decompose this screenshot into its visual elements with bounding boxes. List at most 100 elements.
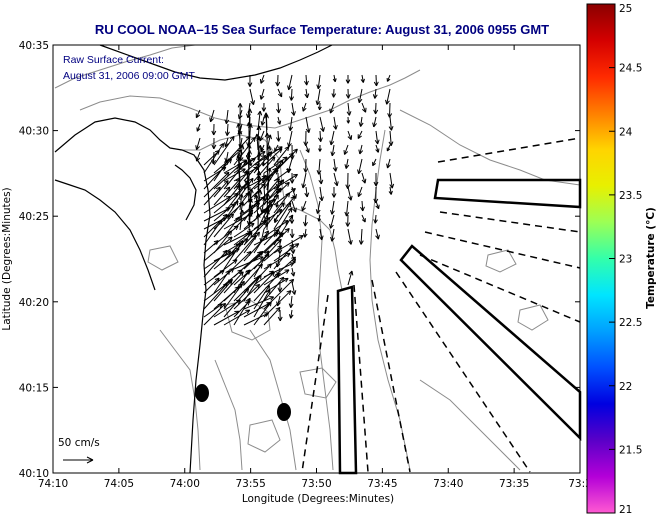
current-arrow bbox=[213, 213, 235, 238]
colorbar: 25 24.5 24 23.5 23 22.5 22 21.5 21 Temperature (… bbox=[586, 3, 657, 516]
x-tick-label: 73:55 bbox=[235, 478, 265, 490]
current-arrow bbox=[224, 109, 230, 124]
y-tick-label: 40:15 bbox=[19, 382, 49, 394]
current-arrow bbox=[301, 172, 307, 189]
current-arrow bbox=[195, 109, 201, 119]
track-4 bbox=[419, 254, 581, 323]
current-arrow bbox=[233, 157, 256, 174]
y-tick-label: 40:35 bbox=[19, 40, 49, 52]
current-arrow bbox=[247, 74, 253, 87]
current-arrow bbox=[374, 130, 380, 145]
surface-current-vectors bbox=[195, 74, 395, 326]
current-arrow bbox=[265, 152, 271, 181]
y-axis: 40:35 40:30 40:25 40:20 40:15 40:10 bbox=[19, 40, 580, 480]
current-arrow bbox=[375, 144, 380, 153]
x-tick-label: 73:40 bbox=[433, 478, 463, 490]
current-arrow bbox=[249, 88, 256, 106]
current-arrow bbox=[305, 144, 310, 153]
current-arrow bbox=[333, 172, 339, 187]
current-arrow bbox=[346, 116, 351, 124]
colorbar-tick-label: 21 bbox=[619, 504, 632, 516]
current-arrow bbox=[239, 209, 245, 231]
track-6 bbox=[371, 279, 411, 473]
x-tick-label: 74:10 bbox=[38, 478, 68, 490]
y-tick-label: 40:25 bbox=[19, 211, 49, 223]
current-arrow bbox=[239, 201, 245, 221]
current-arrow bbox=[195, 137, 201, 151]
current-arrow bbox=[273, 243, 300, 262]
current-arrow bbox=[233, 222, 255, 238]
current-arrow bbox=[203, 195, 231, 214]
track-8 bbox=[301, 294, 329, 473]
current-arrow bbox=[254, 194, 259, 221]
y-axis-label: Latitude (Degrees:Minutes) bbox=[1, 187, 13, 330]
current-arrow bbox=[291, 102, 296, 116]
current-arrow bbox=[203, 283, 228, 310]
current-arrow bbox=[255, 213, 261, 231]
current-arrow bbox=[243, 154, 267, 174]
current-arrow bbox=[373, 102, 379, 115]
x-axis-label: Longitude (Degrees:Minutes) bbox=[242, 493, 394, 505]
colorbar-tick-label: 24 bbox=[619, 126, 633, 138]
x-axis: 74:10 74:05 74:00 73:55 73:50 73:45 73:40 73:35… bbox=[38, 45, 592, 490]
current-arrow bbox=[277, 309, 283, 322]
current-arrow bbox=[358, 228, 364, 245]
current-arrow bbox=[347, 186, 353, 201]
current-arrow bbox=[317, 102, 322, 111]
current-arrow bbox=[256, 152, 262, 181]
current-arrow bbox=[361, 214, 366, 223]
current-arrow bbox=[213, 279, 233, 302]
current-arrow bbox=[243, 216, 271, 246]
y-tick-label: 40:10 bbox=[19, 468, 49, 480]
current-arrow bbox=[213, 186, 231, 206]
current-arrow bbox=[196, 123, 201, 132]
current-arrow bbox=[263, 228, 290, 254]
current-arrow bbox=[203, 142, 225, 174]
current-arrow bbox=[291, 253, 297, 264]
x-tick-label: 74:00 bbox=[170, 478, 200, 490]
x-tick-label: 73:3 bbox=[568, 478, 592, 490]
track-3 bbox=[424, 231, 581, 269]
current-arrow bbox=[203, 219, 223, 246]
current-arrow bbox=[302, 102, 307, 112]
current-arrow bbox=[253, 285, 271, 310]
current-arrow bbox=[386, 74, 391, 82]
current-arrow bbox=[273, 195, 296, 222]
current-arrow bbox=[277, 281, 283, 292]
current-arrow bbox=[223, 160, 248, 190]
colorbar-tick-label: 23.5 bbox=[619, 190, 642, 202]
current-arrow bbox=[361, 172, 367, 184]
current-arrow bbox=[213, 269, 231, 294]
current-arrow bbox=[358, 116, 364, 127]
current-arrow bbox=[385, 88, 391, 105]
current-arrow bbox=[303, 158, 309, 173]
current-arrow bbox=[373, 74, 379, 87]
current-arrow bbox=[245, 181, 251, 201]
colorbar-label: Temperature (°C) bbox=[645, 207, 657, 309]
current-arrow bbox=[213, 310, 240, 326]
current-arrow bbox=[358, 144, 364, 155]
contour-blob-5 bbox=[517, 304, 549, 331]
current-arrow bbox=[304, 186, 310, 198]
current-arrow bbox=[290, 239, 296, 254]
current-arrow bbox=[330, 228, 335, 242]
colorbar-ticks: 25 24.5 24 23.5 23 22.5 22 21.5 21 bbox=[609, 3, 642, 516]
current-arrow bbox=[288, 309, 294, 319]
current-arrow bbox=[223, 287, 250, 318]
current-arrow bbox=[288, 116, 294, 131]
current-arrow bbox=[318, 130, 323, 142]
current-arrow bbox=[233, 136, 256, 166]
current-arrow bbox=[243, 296, 275, 310]
current-arrow bbox=[289, 228, 295, 239]
current-arrow bbox=[303, 214, 308, 227]
current-arrow bbox=[344, 200, 350, 217]
current-arrow bbox=[211, 137, 217, 150]
current-arrow bbox=[345, 74, 351, 84]
coast-staten-sandy-hook bbox=[54, 117, 211, 474]
current-arrow bbox=[224, 123, 230, 136]
current-arrow bbox=[361, 102, 367, 113]
colorbar-tick-label: 22 bbox=[619, 381, 632, 393]
current-arrow bbox=[276, 267, 281, 277]
current-arrow bbox=[275, 130, 281, 142]
survey-tracks bbox=[301, 137, 581, 473]
